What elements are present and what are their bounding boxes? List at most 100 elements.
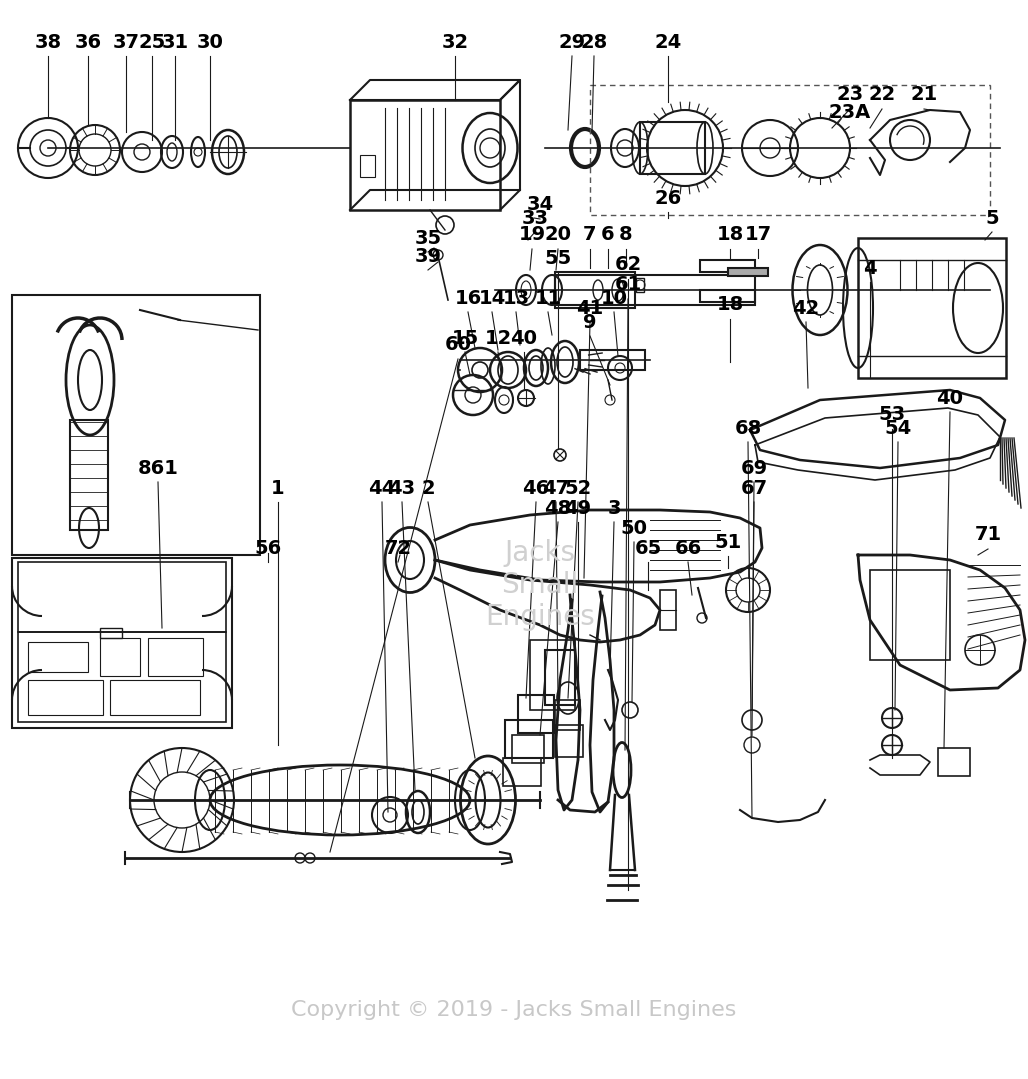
Text: 26: 26	[655, 189, 682, 207]
Bar	[555, 272, 635, 308]
Text: 71: 71	[975, 525, 1001, 545]
Text: 33: 33	[521, 208, 549, 228]
Bar	[148, 638, 203, 677]
Bar	[518, 695, 554, 733]
Bar	[640, 122, 705, 174]
Text: 15: 15	[451, 328, 479, 347]
Text: 14: 14	[478, 288, 506, 308]
Bar	[555, 700, 580, 730]
Text: 65: 65	[634, 538, 662, 558]
Bar	[555, 725, 583, 757]
Bar	[870, 570, 950, 660]
Bar	[100, 638, 140, 677]
Text: 32: 32	[441, 32, 469, 52]
Text: 61: 61	[615, 275, 641, 295]
Text: 42: 42	[793, 299, 819, 317]
Text: 69: 69	[740, 459, 768, 478]
Bar	[505, 720, 553, 759]
Text: 55: 55	[545, 248, 572, 268]
Text: 861: 861	[138, 459, 179, 478]
Bar	[70, 420, 108, 530]
Text: 6: 6	[601, 226, 615, 245]
Bar	[100, 628, 122, 638]
Text: 49: 49	[564, 498, 591, 518]
Text: 47: 47	[543, 478, 570, 497]
Text: 39: 39	[414, 246, 441, 265]
Text: 3: 3	[608, 498, 621, 518]
Bar	[110, 680, 200, 715]
Bar	[938, 748, 970, 776]
Text: 44: 44	[368, 478, 396, 497]
Text: 50: 50	[621, 519, 648, 537]
Text: 41: 41	[577, 299, 603, 317]
Text: 43: 43	[389, 478, 415, 497]
Bar	[545, 650, 575, 705]
Text: 21: 21	[911, 85, 938, 105]
Bar	[660, 590, 676, 630]
Text: 12: 12	[484, 328, 512, 347]
Text: 40: 40	[511, 328, 538, 347]
Text: 4: 4	[864, 259, 877, 277]
Text: 30: 30	[196, 32, 223, 52]
Bar	[350, 100, 500, 210]
Text: 18: 18	[717, 296, 743, 314]
Bar	[503, 759, 541, 786]
Text: 7: 7	[583, 226, 596, 245]
Text: 8: 8	[619, 226, 633, 245]
Text: 56: 56	[254, 538, 282, 558]
Bar	[19, 562, 226, 632]
Text: Jacks
Small
Engines: Jacks Small Engines	[485, 538, 595, 631]
Text: 24: 24	[655, 32, 682, 52]
Text: 23: 23	[837, 85, 864, 105]
Text: 37: 37	[112, 32, 140, 52]
Text: 10: 10	[600, 288, 627, 308]
Text: 20: 20	[545, 226, 572, 245]
Text: 34: 34	[526, 195, 553, 215]
Bar	[700, 260, 755, 272]
Text: 40: 40	[937, 388, 963, 408]
Bar	[530, 640, 575, 710]
Text: 53: 53	[879, 406, 906, 424]
Text: 35: 35	[414, 229, 442, 247]
Bar	[555, 275, 755, 305]
Text: 5: 5	[985, 208, 999, 228]
Bar	[28, 642, 88, 672]
Bar	[19, 632, 226, 722]
Text: 36: 36	[74, 32, 102, 52]
Text: 9: 9	[583, 313, 596, 331]
Bar	[12, 558, 232, 728]
Bar	[12, 295, 260, 555]
Bar	[580, 350, 645, 370]
Text: 66: 66	[674, 538, 702, 558]
Text: 1: 1	[271, 478, 285, 497]
Bar	[700, 290, 755, 302]
Text: 17: 17	[744, 226, 772, 245]
Text: 18: 18	[717, 226, 743, 245]
Bar	[590, 85, 990, 215]
Text: 52: 52	[564, 478, 592, 497]
Text: 22: 22	[869, 85, 895, 105]
Text: 31: 31	[161, 32, 188, 52]
Text: 62: 62	[615, 256, 641, 274]
Text: Copyright © 2019 - Jacks Small Engines: Copyright © 2019 - Jacks Small Engines	[291, 1000, 737, 1020]
Text: 54: 54	[884, 419, 912, 437]
Text: 72: 72	[384, 538, 411, 558]
Text: 28: 28	[581, 32, 608, 52]
Text: 16: 16	[454, 288, 482, 308]
Text: 60: 60	[444, 336, 472, 355]
Text: 68: 68	[734, 419, 762, 437]
Bar	[636, 278, 644, 292]
Text: 23A: 23A	[829, 103, 871, 122]
Bar	[858, 238, 1006, 378]
Text: 48: 48	[545, 498, 572, 518]
Text: 51: 51	[714, 533, 741, 551]
Text: 13: 13	[503, 288, 529, 308]
Text: 19: 19	[518, 226, 546, 245]
Bar	[728, 268, 768, 276]
Text: 11: 11	[535, 288, 561, 308]
Bar	[360, 155, 375, 177]
Bar	[512, 735, 544, 763]
Text: 29: 29	[558, 32, 586, 52]
Text: 25: 25	[139, 32, 166, 52]
Text: 38: 38	[34, 32, 62, 52]
